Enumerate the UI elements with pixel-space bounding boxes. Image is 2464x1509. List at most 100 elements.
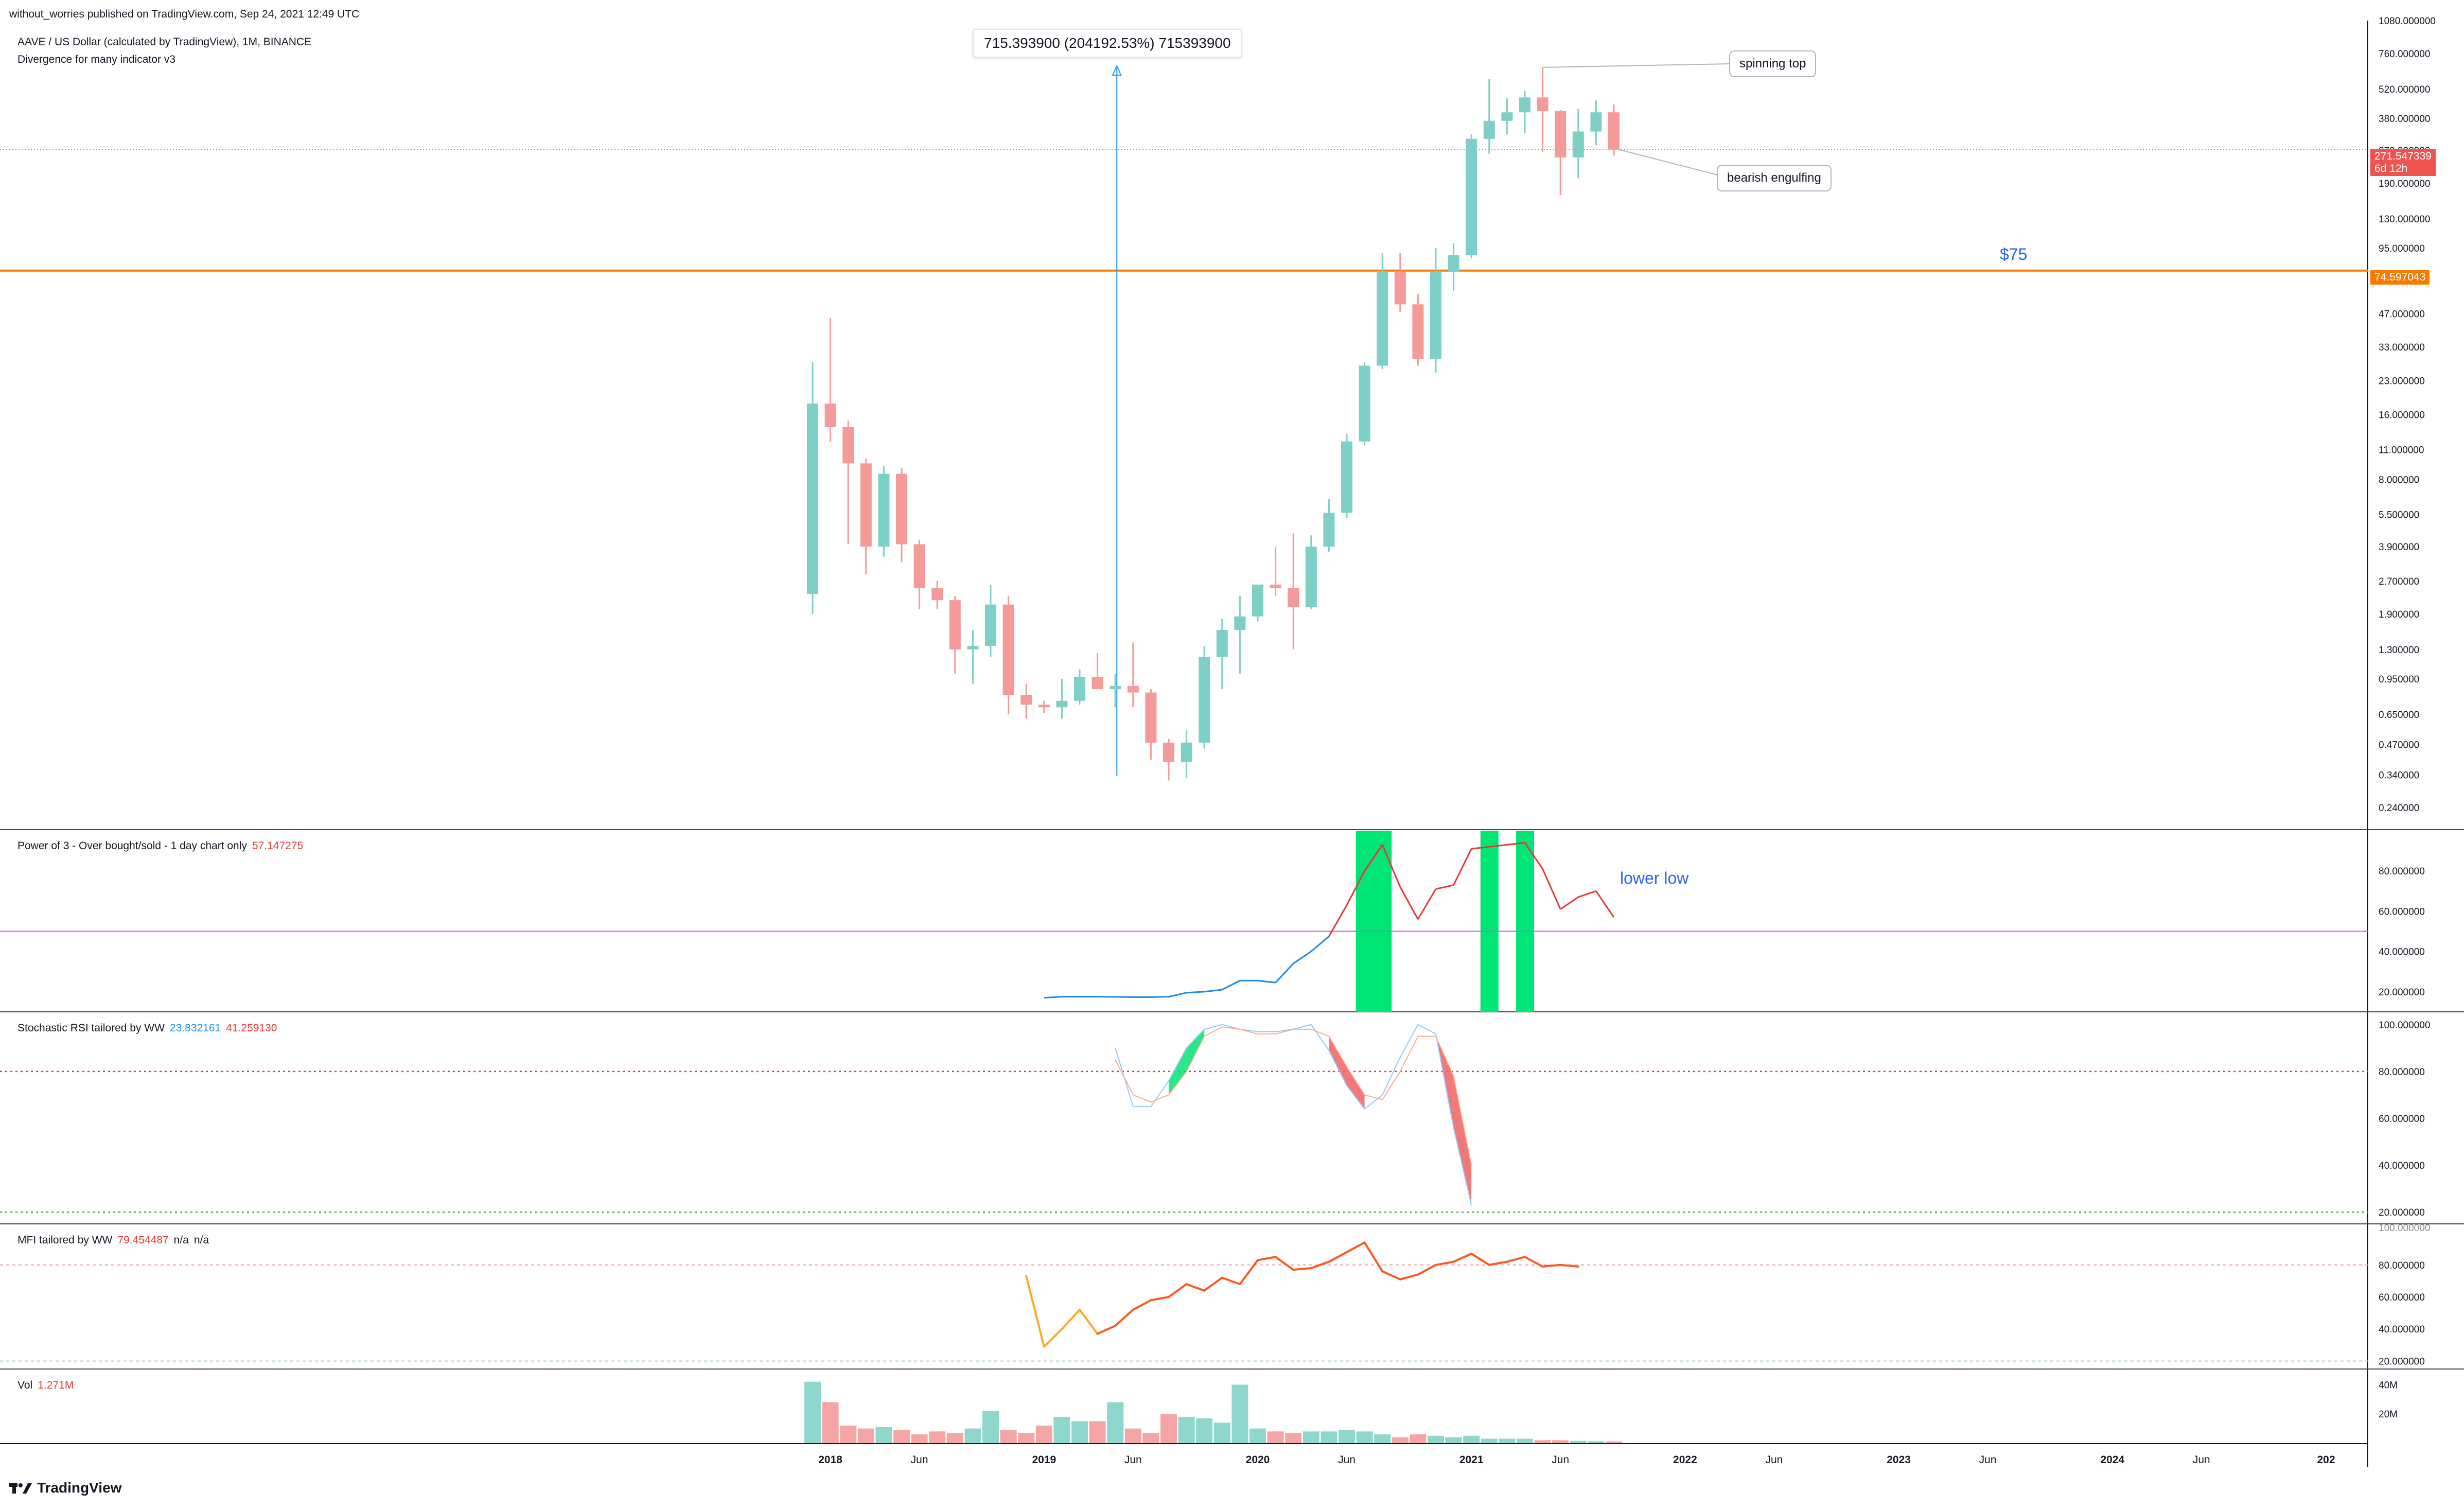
candle-body-41 — [1537, 97, 1548, 112]
stoch-fill-5 — [1186, 1029, 1205, 1072]
main-y-tick-7: 95.000000 — [2379, 243, 2425, 254]
power-of-3-signal-1 — [1374, 831, 1392, 1012]
x-tick-0: 2018 — [818, 1454, 842, 1466]
volume-bar-6 — [911, 1434, 928, 1443]
stoch-y-tick-0: 100.000000 — [2379, 1020, 2430, 1031]
mfi-line-seg-6 — [1114, 1308, 1134, 1327]
volume-bar-33 — [1392, 1437, 1409, 1443]
level-75-label[interactable]: $75 — [2000, 245, 2028, 264]
mfi-line-seg-10 — [1185, 1283, 1206, 1292]
stoch-rsi-k-value: 23.832161 — [169, 1022, 221, 1034]
mfi-line-seg-25 — [1452, 1253, 1473, 1263]
power-of-3-line-seg-26 — [1489, 844, 1507, 848]
candle-body-20 — [1163, 742, 1174, 762]
power-of-3-name: Power of 3 - Over bought/sold - 1 day ch… — [17, 840, 247, 852]
volume-bar-35 — [1428, 1435, 1444, 1443]
candle-body-5 — [896, 473, 907, 545]
main-y-tick-6: 130.000000 — [2379, 214, 2430, 225]
spinning-top-callout[interactable]: spinning top — [1729, 50, 1817, 77]
main-y-tick-14: 8.000000 — [2379, 475, 2419, 486]
power-of-3-line-seg-24 — [1453, 848, 1472, 886]
power-of-3-line-seg-21 — [1399, 886, 1419, 920]
volume-bar-11 — [1000, 1430, 1017, 1443]
candle-countdown: 6d 12h — [2374, 163, 2408, 174]
power-of-3-line-seg-23 — [1435, 884, 1454, 890]
mfi-line-seg-24 — [1435, 1260, 1455, 1266]
stoch-rsi-legend[interactable]: Stochastic RSI tailored by WW 23.832161 41… — [17, 1022, 277, 1034]
main-y-tick-12: 16.000000 — [2379, 410, 2425, 421]
candle-body-34 — [1412, 304, 1424, 359]
candle-body-44 — [1590, 112, 1602, 132]
main-y-tick-16: 3.900000 — [2379, 542, 2419, 553]
volume-bar-20 — [1160, 1414, 1177, 1443]
candle-body-29 — [1323, 513, 1335, 547]
symbol-legend[interactable]: AAVE / US Dollar (calculated by TradingV… — [17, 36, 312, 48]
candle-body-28 — [1305, 547, 1317, 607]
volume-legend[interactable]: Vol 1.271M — [17, 1379, 74, 1392]
mfi-y-tick-0: 80.000000 — [2379, 1260, 2425, 1271]
x-tick-4: 2020 — [1246, 1454, 1270, 1466]
indicator-legend[interactable]: Divergence for many indicator v3 — [17, 54, 175, 65]
stoch-rsi-name: Stochastic RSI tailored by WW — [17, 1022, 165, 1034]
stoch-fill-13 — [1329, 1036, 1347, 1086]
main-y-tick-23: 0.340000 — [2379, 770, 2419, 781]
candle-body-43 — [1572, 131, 1584, 157]
mfi-line-seg-13 — [1239, 1259, 1259, 1286]
volume-name: Vol — [17, 1379, 33, 1391]
mfi-line-seg-27 — [1488, 1260, 1508, 1266]
volume-bar-14 — [1053, 1416, 1070, 1443]
main-y-tick-13: 11.000000 — [2379, 445, 2424, 456]
main-y-tick-24: 0.240000 — [2379, 803, 2419, 814]
mfi-line-seg-20 — [1363, 1241, 1384, 1273]
volume-bar-2 — [840, 1425, 857, 1443]
main-y-tick-0: 1080.000000 — [2379, 16, 2436, 27]
x-tick-3: Jun — [1124, 1454, 1142, 1466]
mfi-line-seg-29 — [1524, 1256, 1544, 1268]
power-of-3-y-tick-0: 80.000000 — [2379, 866, 2425, 877]
stoch-y-tick-1: 80.000000 — [2379, 1067, 2425, 1078]
bearish-engulfing-callout[interactable]: bearish engulfing — [1717, 165, 1832, 191]
stoch-d-line — [1115, 1026, 1472, 1166]
tradingview-logo-icon — [9, 1482, 32, 1494]
volume-bar-30 — [1339, 1430, 1355, 1443]
tradingview-wordmark: TradingView — [37, 1480, 122, 1496]
main-y-tick-18: 1.900000 — [2379, 609, 2419, 620]
power-of-3-y-tick-3: 20.000000 — [2379, 987, 2425, 998]
mfi-line-seg-5 — [1096, 1325, 1117, 1335]
volume-bar-31 — [1356, 1431, 1373, 1443]
x-tick-5: Jun — [1338, 1454, 1356, 1466]
candle-body-8 — [949, 600, 961, 650]
volume-bar-40 — [1517, 1438, 1533, 1443]
power-of-3-signal-0 — [1356, 831, 1374, 1012]
volume-bar-45 — [1606, 1441, 1622, 1443]
mfi-legend[interactable]: MFI tailored by WW 79.454487 n/a n/a — [17, 1234, 209, 1247]
candle-body-0 — [807, 403, 818, 594]
main-y-tick-17: 2.700000 — [2379, 576, 2419, 587]
x-tick-11: Jun — [1979, 1454, 1997, 1466]
lower-low-label[interactable]: lower low — [1620, 869, 1689, 887]
power-of-3-legend[interactable]: Power of 3 - Over bought/sold - 1 day ch… — [17, 840, 303, 852]
volume-bar-29 — [1321, 1431, 1337, 1443]
mfi-line-seg-23 — [1417, 1264, 1437, 1276]
mfi-line-seg-30 — [1541, 1264, 1562, 1268]
x-tick-6: 2021 — [1459, 1454, 1484, 1466]
candle-body-21 — [1181, 742, 1192, 762]
volume-bar-24 — [1231, 1384, 1248, 1443]
volume-bar-34 — [1410, 1434, 1427, 1443]
mfi-line-seg-7 — [1132, 1299, 1152, 1311]
candle-body-13 — [1038, 705, 1050, 708]
tradingview-brand[interactable]: TradingView — [9, 1480, 121, 1496]
power-of-3-line-seg-31 — [1578, 890, 1596, 898]
x-tick-1: Jun — [911, 1454, 928, 1466]
main-y-tick-2: 520.000000 — [2379, 84, 2430, 95]
measure-label[interactable]: 715.393900 (204192.53%) 715393900 — [973, 29, 1242, 58]
main-y-tick-5: 190.000000 — [2379, 179, 2430, 189]
volume-bar-18 — [1124, 1428, 1141, 1443]
candle-body-27 — [1288, 588, 1299, 607]
stoch-fill-20 — [1453, 1076, 1472, 1205]
volume-bar-23 — [1213, 1423, 1230, 1443]
candle-body-37 — [1466, 138, 1477, 255]
power-of-3-line-seg-1 — [1044, 996, 1062, 999]
candle-body-32 — [1377, 271, 1388, 366]
